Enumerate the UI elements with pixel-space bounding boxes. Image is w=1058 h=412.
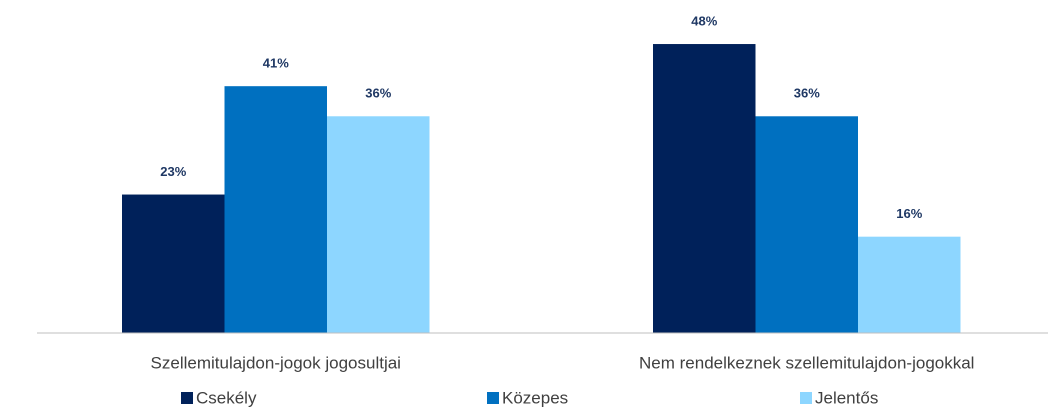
legend-label: Jelentős (815, 388, 878, 407)
bar (858, 236, 961, 333)
value-label: 41% (263, 56, 289, 71)
legend-swatch (181, 392, 193, 404)
bar (122, 194, 225, 333)
value-label: 36% (365, 86, 391, 101)
bar (653, 44, 756, 333)
bar (224, 86, 327, 334)
value-label: 48% (691, 13, 717, 28)
bar (327, 116, 430, 333)
category-label: Nem rendelkeznek szellemitulajdon-jogokk… (639, 353, 974, 372)
bar (755, 116, 858, 333)
legend-swatch (800, 392, 812, 404)
legend-label: Csekély (196, 388, 257, 407)
legend-label: Közepes (502, 388, 568, 407)
value-label: 23% (160, 164, 186, 179)
value-label: 36% (794, 86, 820, 101)
category-label: Szellemitulajdon-jogok jogosultjai (151, 353, 401, 372)
value-label: 16% (896, 206, 922, 221)
legend-swatch (487, 392, 499, 404)
